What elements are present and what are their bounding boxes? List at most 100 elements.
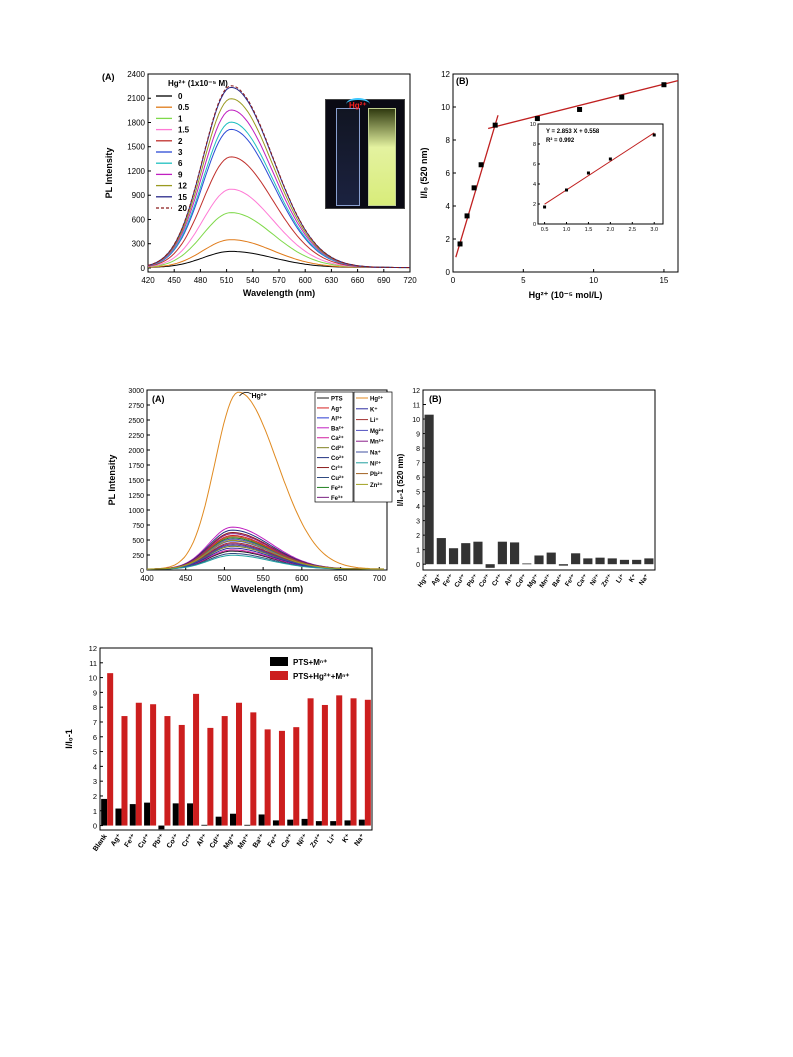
- linear-fit-chart: 0 2 4 6 8 10 12 0 5 10 15 Hg²⁺ (10⁻⁵ mol/L) I/I₀ (52…: [419, 70, 679, 300]
- y-axis-tick-label: 3: [93, 777, 97, 786]
- x-tick-label: K⁺: [341, 833, 352, 844]
- x-tick-label: Cu²⁺: [137, 833, 152, 850]
- bar: [315, 821, 322, 826]
- x-axis-tick-label: 570: [272, 276, 286, 285]
- hg-peak-pointer: [239, 392, 252, 397]
- legend-title: Hg²⁺ (1x10⁻⁵ M): [168, 79, 228, 88]
- y-axis-tick-label: 10: [412, 417, 420, 424]
- legend-label: Na⁺: [370, 450, 381, 457]
- data-point: [661, 82, 667, 88]
- figure2-panel-a: 0 250 500 750 1000 1250 1500 1750 2000 2250 2500 27…: [105, 385, 395, 595]
- bar: [193, 693, 200, 826]
- bar: [571, 553, 581, 565]
- legend-label: Co²⁺: [331, 455, 344, 462]
- y-axis-tick-label: 2400: [127, 70, 145, 79]
- y-axis-tick-label: 0: [141, 264, 146, 273]
- y-axis-tick-label: 1200: [127, 167, 145, 176]
- y-axis-tick-label: 1250: [128, 493, 144, 500]
- y-axis-tick-label: 0: [140, 568, 144, 575]
- bar: [215, 816, 222, 826]
- bar: [330, 821, 337, 826]
- x-tick-label: Na⁺: [638, 573, 651, 587]
- fit-line: [487, 79, 679, 130]
- bar: [448, 548, 459, 565]
- inset-y-tick-label: 2: [533, 202, 536, 208]
- y-axis-tick-label: 4: [93, 762, 97, 771]
- legend-box-left: [314, 391, 354, 503]
- bar: [497, 541, 507, 565]
- x-tick-label: Zn²⁺: [309, 833, 323, 849]
- x-axis-tick-label: 400: [140, 574, 154, 583]
- bar: [344, 820, 351, 826]
- legend-label: 0: [178, 92, 183, 101]
- panel-tag: (A): [152, 394, 165, 404]
- panel-tag: (B): [456, 76, 469, 86]
- inset-equation: Y = 2.853 X + 0.558: [546, 129, 600, 135]
- legend-label: Ag⁺: [331, 405, 342, 412]
- y-axis-tick-label: 2000: [128, 448, 144, 455]
- y-axis-tick-label: 2: [446, 235, 451, 244]
- bar: [558, 564, 568, 566]
- y-axis-tick-label: 2750: [128, 403, 144, 410]
- series-line: [147, 391, 384, 570]
- legend-label: Fe³⁺: [331, 495, 343, 502]
- y-axis-tick-label: 2: [93, 792, 97, 801]
- y-axis-tick-label: 3000: [128, 388, 144, 395]
- inset-x-tick-label: 1.5: [585, 227, 593, 233]
- bar: [293, 727, 300, 826]
- x-tick-label: K⁺: [628, 573, 639, 584]
- plot-frame: [422, 389, 656, 571]
- bar: [201, 824, 208, 826]
- x-tick-label: Ca²⁺: [576, 573, 590, 589]
- bar: [272, 820, 279, 826]
- x-tick-label: Fe²⁺: [564, 573, 578, 588]
- bar: [187, 803, 194, 826]
- y-axis-tick-label: 5: [416, 490, 420, 497]
- bar: [229, 813, 236, 826]
- bar: [510, 542, 520, 565]
- bar: [278, 730, 285, 826]
- x-tick-label: Fe²⁺: [267, 833, 281, 849]
- bar: [619, 559, 630, 565]
- bar: [172, 803, 179, 826]
- data-point: [492, 122, 498, 128]
- y-axis-label: I/I₀-1 (520 nm): [396, 453, 405, 506]
- x-axis-tick-label: 420: [141, 276, 155, 285]
- bar: [158, 825, 165, 830]
- legend-box-right: [353, 391, 393, 503]
- x-tick-label: Ag⁺: [430, 573, 443, 587]
- y-axis-tick-label: 8: [93, 703, 97, 712]
- inset-y-tick-label: 6: [533, 162, 536, 168]
- x-axis-tick-label: 600: [295, 574, 309, 583]
- x-axis-tick-label: 700: [373, 574, 387, 583]
- inset-y-tick-label: 4: [533, 182, 536, 188]
- y-axis-tick-label: 250: [132, 553, 144, 560]
- x-axis-tick-label: 690: [377, 276, 391, 285]
- x-axis-tick-label: 600: [299, 276, 313, 285]
- x-axis-tick-label: 720: [403, 276, 417, 285]
- fit-line: [455, 115, 499, 258]
- x-tick-label: Ba²⁺: [252, 833, 266, 850]
- data-point: [577, 106, 583, 112]
- y-axis-tick-label: 3: [416, 519, 420, 526]
- y-axis-tick-label: 600: [132, 215, 146, 224]
- bar: [250, 712, 257, 826]
- y-axis-tick-label: 7: [93, 718, 97, 727]
- x-axis-tick-label: 450: [179, 574, 193, 583]
- x-tick-label: Mn²⁺: [237, 833, 252, 850]
- legend-label: Cu²⁺: [331, 475, 344, 482]
- y-axis-label: PL Intensity: [104, 148, 114, 199]
- legend-label: Cr³⁺: [331, 465, 343, 472]
- bar: [350, 698, 357, 826]
- legend-label: PTS+Hg²⁺+Mⁿ⁺: [293, 672, 350, 681]
- bar: [258, 814, 265, 826]
- x-axis-label: Wavelength (nm): [231, 584, 303, 594]
- legend-label: 3: [178, 148, 183, 157]
- bar: [461, 543, 471, 565]
- y-axis-tick-label: 4: [416, 504, 420, 511]
- inset-x-tick-label: 2.5: [628, 227, 636, 233]
- bar: [121, 716, 128, 826]
- inset-x-tick-label: 2.0: [607, 227, 615, 233]
- bar: [135, 702, 142, 826]
